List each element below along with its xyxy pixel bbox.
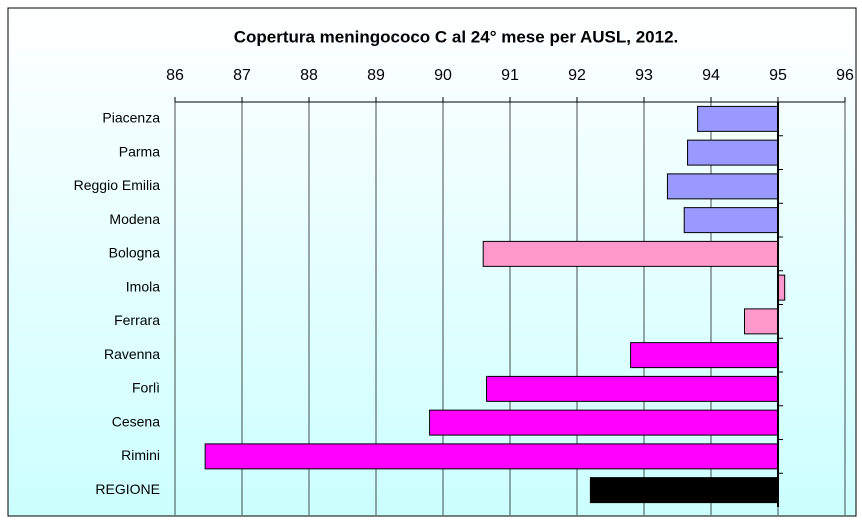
x-tick-label: 89 [367,67,385,84]
x-tick-label: 88 [300,67,318,84]
y-tick-label: Ravenna [104,346,160,362]
x-tick-label: 91 [501,67,519,84]
bar [744,308,779,335]
y-tick-label: Imola [126,278,160,294]
y-tick-label: Parma [119,143,160,159]
bar [687,139,779,166]
bar [589,477,779,504]
y-tick-label: Forlì [132,380,160,396]
bar [204,443,779,470]
bar [697,105,779,132]
y-tick-label: Bologna [109,245,161,261]
x-tick-label: 92 [568,67,586,84]
x-tick-label: 96 [836,67,854,84]
x-tick-label: 94 [702,67,720,84]
y-tick-label: Reggio Emilia [74,177,161,193]
x-tick-label: 87 [233,67,251,84]
x-tick-label: 86 [166,67,184,84]
bar [683,207,779,234]
bar [630,342,779,369]
y-tick-label: Rimini [121,447,160,463]
bar [486,375,779,402]
y-tick-label: Modena [109,211,160,227]
chart-title: Copertura meningococo C al 24° mese per … [234,27,679,46]
bar [429,409,779,436]
y-tick-label: Ferrara [114,312,160,328]
y-tick-label: REGIONE [95,481,160,497]
bar [666,173,779,200]
x-tick-label: 90 [434,67,452,84]
bar [482,240,779,267]
x-tick-label: 95 [769,67,787,84]
y-tick-label: Cesena [112,413,160,429]
bar [777,274,786,301]
x-tick-label: 93 [635,67,653,84]
y-tick-label: Piacenza [102,110,160,126]
